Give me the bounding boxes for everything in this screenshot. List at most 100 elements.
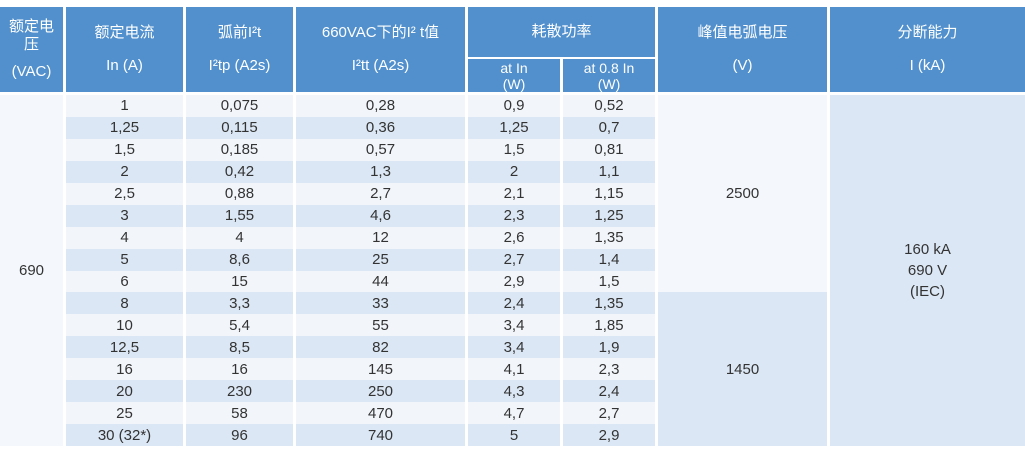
cell-p_08in-row-8: 1,4 — [563, 248, 655, 271]
header-breaking-capacity: 分断能力 I (kA) — [830, 7, 1025, 92]
cell-p_in-row-9: 2,9 — [468, 270, 560, 293]
cell-in-row-10: 8 — [66, 292, 183, 315]
header-i2t-660vac-line1: 660VAC下的I² t值 — [321, 24, 440, 42]
cell-p_in-row-8: 2,7 — [468, 248, 560, 271]
cell-i2tt-row-14: 250 — [296, 380, 465, 403]
cell-i2tt-row-4: 1,3 — [296, 160, 465, 183]
cell-in-row-5: 2,5 — [66, 182, 183, 205]
cell-p_08in-row-3: 0,81 — [563, 138, 655, 161]
cell-i2tt-row-7: 12 — [296, 226, 465, 249]
header-power-at-08in-line1: at 0.8 In — [583, 59, 635, 76]
header-rated-current: 额定电流 In (A) — [66, 7, 183, 92]
breaking-capacity-value-line3: (IEC) — [910, 283, 945, 300]
cell-in-row-16: 30 (32*) — [66, 424, 183, 446]
header-i2t-660vac-line2: I²tt (A2s) — [351, 56, 410, 74]
cell-i2tp-row-2: 0,115 — [186, 116, 293, 139]
cell-in-row-2: 1,25 — [66, 116, 183, 139]
cell-i2tt-row-9: 44 — [296, 270, 465, 293]
cell-i2tt-row-15: 470 — [296, 402, 465, 425]
header-prearc-i2t-line2: I²tp (A2s) — [208, 56, 271, 74]
header-power-dissipation-label: 耗散功率 — [531, 23, 592, 40]
cell-p_in-row-7: 2,6 — [468, 226, 560, 249]
cell-in-row-3: 1,5 — [66, 138, 183, 161]
cell-i2tp-row-6: 1,55 — [186, 204, 293, 227]
cell-i2tt-row-5: 2,7 — [296, 182, 465, 205]
cell-i2tt-row-11: 55 — [296, 314, 465, 337]
header-prearc-i2t: 弧前I²t I²tp (A2s) — [186, 7, 293, 92]
cell-p_in-row-12: 3,4 — [468, 336, 560, 359]
cell-i2tp-row-12: 8,5 — [186, 336, 293, 359]
cell-in-row-8: 5 — [66, 248, 183, 271]
cell-p_in-row-4: 2 — [468, 160, 560, 183]
cell-p_in-row-15: 4,7 — [468, 402, 560, 425]
cell-in-row-13: 16 — [66, 358, 183, 381]
fuse-spec-table: 额定电压 (VAC) 额定电流 In (A) 弧前I²t I²tp (A2s) … — [0, 7, 1025, 446]
cell-in-row-6: 3 — [66, 204, 183, 227]
cell-p_08in-row-5: 1,15 — [563, 182, 655, 205]
cell-p_08in-row-12: 1,9 — [563, 336, 655, 359]
cell-p_in-row-14: 4,3 — [468, 380, 560, 403]
cell-i2tp-row-4: 0,42 — [186, 160, 293, 183]
cell-in-row-14: 20 — [66, 380, 183, 403]
cell-p_in-row-3: 1,5 — [468, 138, 560, 161]
cell-p_08in-row-16: 2,9 — [563, 424, 655, 446]
cell-i2tt-row-8: 25 — [296, 248, 465, 271]
cell-i2tt-row-16: 740 — [296, 424, 465, 446]
header-rated-current-line1: 额定电流 — [94, 24, 155, 42]
header-rated-voltage: 额定电压 (VAC) — [0, 7, 63, 92]
cell-i2tt-row-13: 145 — [296, 358, 465, 381]
breaking-capacity-value-line1: 160 kA — [904, 241, 951, 258]
cell-in-row-12: 12,5 — [66, 336, 183, 359]
cell-p_in-row-5: 2,1 — [468, 182, 560, 205]
cell-p_in-row-13: 4,1 — [468, 358, 560, 381]
cell-p_08in-row-11: 1,85 — [563, 314, 655, 337]
cell-i2tt-row-1: 0,28 — [296, 95, 465, 117]
cell-p_08in-row-6: 1,25 — [563, 204, 655, 227]
cell-i2tt-row-3: 0,57 — [296, 138, 465, 161]
cell-p_08in-row-4: 1,1 — [563, 160, 655, 183]
header-prearc-i2t-line1: 弧前I²t — [217, 24, 262, 42]
cell-p_08in-row-9: 1,5 — [563, 270, 655, 293]
cell-in-row-11: 10 — [66, 314, 183, 337]
header-power-dissipation-group: 耗散功率 — [468, 7, 655, 57]
cell-p_08in-row-2: 0,7 — [563, 116, 655, 139]
header-breaking-capacity-line2: I (kA) — [909, 56, 946, 74]
header-peak-arc-voltage-line1: 峰值电弧电压 — [697, 24, 788, 42]
cell-i2tp-row-16: 96 — [186, 424, 293, 446]
header-power-at-in-line1: at In — [500, 59, 528, 76]
cell-in-row-4: 2 — [66, 160, 183, 183]
header-power-at-08in: at 0.8 In (W) — [563, 57, 655, 92]
cell-p_in-row-11: 3,4 — [468, 314, 560, 337]
cell-i2tp-row-8: 8,6 — [186, 248, 293, 271]
cell-i2tp-row-11: 5,4 — [186, 314, 293, 337]
cell-p_08in-row-14: 2,4 — [563, 380, 655, 403]
header-peak-arc-voltage: 峰值电弧电压 (V) — [658, 7, 827, 92]
header-power-at-in-line2: (W) — [502, 75, 526, 92]
cell-in-row-15: 25 — [66, 402, 183, 425]
breaking-capacity-value-line2: 690 V — [907, 262, 948, 279]
cell-p_08in-row-7: 1,35 — [563, 226, 655, 249]
header-peak-arc-voltage-line2: (V) — [732, 56, 753, 74]
cell-in-row-9: 6 — [66, 270, 183, 293]
cell-i2tp-row-14: 230 — [186, 380, 293, 403]
cell-i2tp-row-10: 3,3 — [186, 292, 293, 315]
cell-p_in-row-16: 5 — [468, 424, 560, 446]
header-breaking-capacity-line1: 分断能力 — [897, 24, 958, 42]
merged-peak-arc-voltage-1450: 1450 — [658, 292, 827, 446]
cell-p_08in-row-13: 2,3 — [563, 358, 655, 381]
header-power-at-in: at In (W) — [468, 57, 560, 92]
merged-peak-arc-voltage-2500: 2500 — [658, 95, 827, 293]
cell-i2tt-row-6: 4,6 — [296, 204, 465, 227]
cell-i2tt-row-12: 82 — [296, 336, 465, 359]
cell-p_08in-row-10: 1,35 — [563, 292, 655, 315]
cell-i2tp-row-3: 0,185 — [186, 138, 293, 161]
cell-i2tp-row-5: 0,88 — [186, 182, 293, 205]
cell-p_in-row-10: 2,4 — [468, 292, 560, 315]
cell-i2tp-row-15: 58 — [186, 402, 293, 425]
cell-p_in-row-6: 2,3 — [468, 204, 560, 227]
header-rated-current-line2: In (A) — [106, 56, 143, 74]
header-rated-voltage-line2: (VAC) — [11, 62, 52, 80]
header-rated-voltage-line1: 额定电压 — [8, 18, 54, 54]
cell-i2tt-row-10: 33 — [296, 292, 465, 315]
